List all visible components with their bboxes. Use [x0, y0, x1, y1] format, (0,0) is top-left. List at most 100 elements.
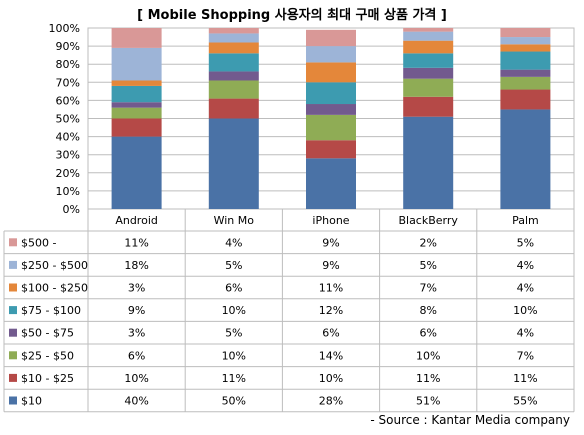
bar-segment — [403, 31, 454, 41]
legend-swatch — [9, 260, 17, 269]
bar-segment — [111, 107, 162, 119]
legend-swatch — [9, 283, 17, 292]
y-tick-label: 10% — [56, 185, 80, 198]
bar-segment — [500, 69, 551, 77]
bar-segment — [111, 47, 162, 81]
bar-segment — [111, 80, 162, 86]
bar-segment — [500, 37, 551, 45]
data-label: 7% — [419, 282, 436, 295]
bar-segment — [500, 51, 551, 70]
bar-segment — [111, 102, 162, 108]
bar-segment — [403, 28, 454, 32]
y-tick-label: 20% — [56, 167, 80, 180]
data-label: 6% — [322, 327, 339, 340]
data-label: 14% — [319, 349, 343, 362]
data-label: 5% — [225, 259, 242, 272]
data-label: 12% — [319, 304, 343, 317]
bar-segment — [208, 71, 259, 81]
bar-segment — [403, 96, 454, 117]
y-tick-label: 70% — [56, 76, 80, 89]
legend-swatch — [9, 351, 17, 360]
bar-segment — [306, 46, 356, 63]
bar-segment — [306, 158, 356, 209]
bar-segment — [208, 80, 259, 99]
legend-label: $25 - $50 — [21, 349, 74, 362]
data-label: 11% — [319, 282, 343, 295]
legend-swatch — [9, 396, 17, 405]
y-tick-label: 90% — [56, 40, 80, 53]
data-label: 55% — [513, 395, 537, 408]
data-label: 3% — [128, 327, 145, 340]
y-tick-label: 30% — [56, 149, 80, 162]
bar-segment — [306, 29, 356, 47]
legend-label: $100 - $250 — [21, 282, 88, 295]
data-label: 10% — [513, 304, 537, 317]
bar-segment — [403, 78, 454, 97]
data-label: 50% — [222, 395, 246, 408]
bar-segment — [500, 89, 551, 110]
legend-label: $50 - $75 — [21, 327, 74, 340]
data-label: 10% — [319, 372, 343, 385]
data-label: 40% — [124, 395, 148, 408]
legend-label: $500 - — [21, 236, 56, 249]
bar-segment — [208, 53, 259, 72]
data-label: 51% — [416, 395, 440, 408]
bar-segment — [500, 28, 551, 38]
data-label: 6% — [128, 349, 145, 362]
bar-segment — [306, 114, 356, 141]
bar-segment — [403, 53, 454, 68]
data-label: 4% — [517, 327, 534, 340]
bar-segment — [111, 136, 162, 209]
chart-title: [ Mobile Shopping 사용자의 최대 구매 상품 가격 ] — [137, 8, 447, 23]
bar-segment — [306, 82, 356, 105]
legend-swatch — [9, 328, 17, 337]
x-tick-label: BlackBerry — [398, 214, 458, 227]
source-note: - Source : Kantar Media company — [370, 413, 570, 427]
data-label: 18% — [124, 259, 148, 272]
data-label: 11% — [513, 372, 537, 385]
y-tick-label: 60% — [56, 94, 80, 107]
bar-segment — [111, 85, 162, 103]
bar-segment — [500, 44, 551, 52]
bar-segment — [208, 118, 259, 209]
y-tick-label: 40% — [56, 131, 80, 144]
legend-label: $75 - $100 — [21, 304, 81, 317]
data-label: 28% — [319, 395, 343, 408]
legend-swatch — [9, 306, 17, 315]
data-label: 6% — [419, 327, 436, 340]
legend-swatch — [9, 373, 17, 382]
x-tick-label: iPhone — [312, 214, 349, 227]
data-label: 9% — [322, 259, 339, 272]
y-tick-label: 100% — [49, 22, 80, 35]
data-label: 11% — [416, 372, 440, 385]
data-label: 4% — [517, 259, 534, 272]
legend-label: $10 - $25 — [21, 372, 74, 385]
data-label: 3% — [128, 282, 145, 295]
bar-segment — [208, 98, 259, 119]
legend-label: $250 - $500 — [21, 259, 88, 272]
y-tick-label: 0% — [63, 203, 80, 216]
data-label: 5% — [517, 236, 534, 249]
data-label: 4% — [517, 282, 534, 295]
bar-segment — [403, 116, 454, 209]
data-label: 10% — [124, 372, 148, 385]
y-tick-label: 50% — [56, 113, 80, 126]
data-label: 10% — [416, 349, 440, 362]
bar-segment — [208, 33, 259, 43]
data-label: 11% — [222, 372, 246, 385]
bar-segment — [403, 67, 454, 79]
data-label: 10% — [222, 349, 246, 362]
bar-segment — [403, 40, 454, 54]
data-label: 9% — [128, 304, 145, 317]
data-label: 4% — [225, 236, 242, 249]
x-tick-label: Palm — [512, 214, 539, 227]
data-label: 11% — [124, 236, 148, 249]
data-label: 6% — [225, 282, 242, 295]
bar-segment — [306, 104, 356, 115]
bar-segment — [111, 118, 162, 137]
data-label: 9% — [322, 236, 339, 249]
x-tick-label: Android — [115, 214, 158, 227]
legend-swatch — [9, 238, 17, 247]
x-tick-label: Win Mo — [214, 214, 255, 227]
